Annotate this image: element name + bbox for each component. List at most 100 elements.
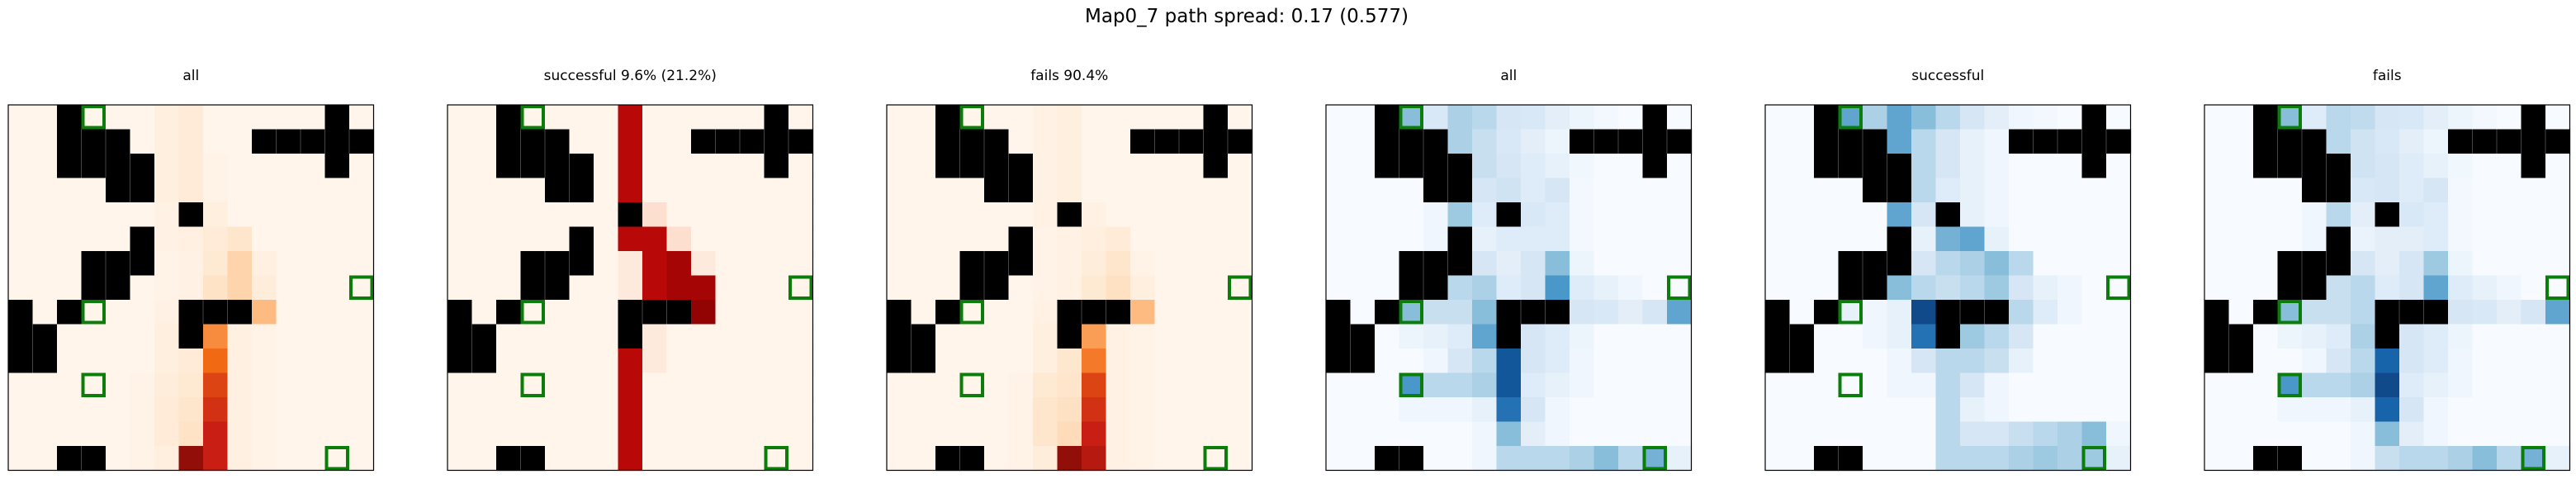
panel-title: fails 90.4% <box>1030 68 1108 84</box>
heat-cell <box>1326 251 1352 277</box>
heat-cell <box>1472 105 1498 130</box>
heat-cell <box>301 154 326 179</box>
heat-cell <box>2057 226 2083 252</box>
wall-cell <box>1789 349 1815 374</box>
heat-cell <box>1960 154 1986 179</box>
heat-cell <box>349 446 375 472</box>
heat-cell <box>178 178 204 203</box>
heat-cell <box>2448 202 2474 228</box>
heat-cell <box>1545 105 1570 130</box>
heat-cell <box>81 421 107 447</box>
wall-cell <box>984 251 1010 277</box>
heat-cell <box>569 300 594 325</box>
heat-cell <box>130 300 155 325</box>
wall-cell <box>887 324 912 349</box>
heat-cell <box>1765 129 1791 154</box>
wall-cell <box>130 178 155 203</box>
heat-cell <box>1593 372 1619 398</box>
heat-cell <box>1082 154 1107 179</box>
heat-cell <box>642 324 668 349</box>
heat-cell <box>935 324 961 349</box>
heat-cell <box>1154 397 1180 423</box>
heat-cell <box>324 226 350 252</box>
heat-cell <box>520 226 546 252</box>
heat-cell <box>1106 372 1131 398</box>
heat-cell <box>1423 397 1449 423</box>
heat-cell <box>2545 105 2571 130</box>
heat-cell <box>2326 105 2351 130</box>
heat-cell <box>1545 349 1570 374</box>
heat-cell <box>1447 300 1473 325</box>
heat-cell <box>691 154 717 179</box>
heat-cell <box>2081 178 2107 203</box>
heat-cell <box>788 324 814 349</box>
heat-cell <box>911 397 936 423</box>
heat-cell <box>1887 324 1912 349</box>
heat-cell <box>32 226 58 252</box>
heat-cell <box>1179 105 1205 130</box>
heat-cell <box>57 251 83 277</box>
wall-cell <box>1399 251 1424 277</box>
heat-cell <box>642 275 668 301</box>
wall-cell <box>2057 129 2083 154</box>
heat-cell <box>2081 349 2107 374</box>
heat-cell <box>1911 300 1937 325</box>
heat-cell <box>1814 275 1840 301</box>
heat-cell <box>691 251 717 277</box>
heat-cell <box>1130 300 1156 325</box>
heat-cell <box>984 202 1010 228</box>
heat-cell <box>1593 178 1619 203</box>
heat-cell <box>569 129 594 154</box>
wall-cell <box>2399 300 2425 325</box>
heat-cell <box>935 275 961 301</box>
heat-cell <box>740 324 765 349</box>
heat-cell <box>2399 251 2425 277</box>
heat-cell <box>2033 372 2058 398</box>
heat-cell <box>788 446 814 472</box>
heat-cell <box>1154 275 1180 301</box>
heat-cell <box>1375 178 1400 203</box>
heat-cell <box>2472 178 2498 203</box>
heat-cell <box>1545 372 1570 398</box>
heat-cell <box>764 226 789 252</box>
heat-cell <box>1375 349 1400 374</box>
heat-cell <box>2399 129 2425 154</box>
heat-cell <box>2081 397 2107 423</box>
heat-cell <box>2009 251 2034 277</box>
heatmap-panel-4: all <box>1325 68 1693 472</box>
heat-cell <box>887 105 912 130</box>
heat-cell <box>1447 421 1473 447</box>
goal-marker <box>324 446 349 471</box>
heat-cell <box>496 251 522 277</box>
heat-cell <box>691 105 717 130</box>
heat-cell <box>618 251 643 277</box>
heat-cell <box>1496 275 1522 301</box>
heat-cell <box>1642 300 1668 325</box>
heat-cell <box>178 105 204 130</box>
heatmap-panel-2: successful 9.6% (21.2%) <box>447 68 814 472</box>
heat-cell <box>447 129 473 154</box>
heat-cell <box>1911 226 1937 252</box>
heat-cell <box>1911 372 1937 398</box>
heat-cell <box>2521 300 2546 325</box>
heat-cell <box>57 372 83 398</box>
heat-cell <box>1228 226 1253 252</box>
heat-cell <box>1082 349 1107 374</box>
wall-cell <box>8 324 34 349</box>
heat-cell <box>1350 372 1376 398</box>
heat-cell <box>1106 275 1131 301</box>
heat-cell <box>1545 251 1570 277</box>
wall-cell <box>1423 275 1449 301</box>
heat-cell <box>349 275 375 301</box>
heat-cell <box>471 300 497 325</box>
heat-cell <box>1521 129 1546 154</box>
heat-cell <box>1375 324 1400 349</box>
heat-cell <box>227 178 253 203</box>
heat-cell <box>1667 372 1693 398</box>
wall-cell <box>1887 178 1912 203</box>
wall-cell <box>2448 129 2474 154</box>
heat-cell <box>2081 251 2107 277</box>
heat-cell <box>1667 349 1693 374</box>
heat-cell <box>203 324 229 349</box>
heat-cell <box>1521 275 1546 301</box>
